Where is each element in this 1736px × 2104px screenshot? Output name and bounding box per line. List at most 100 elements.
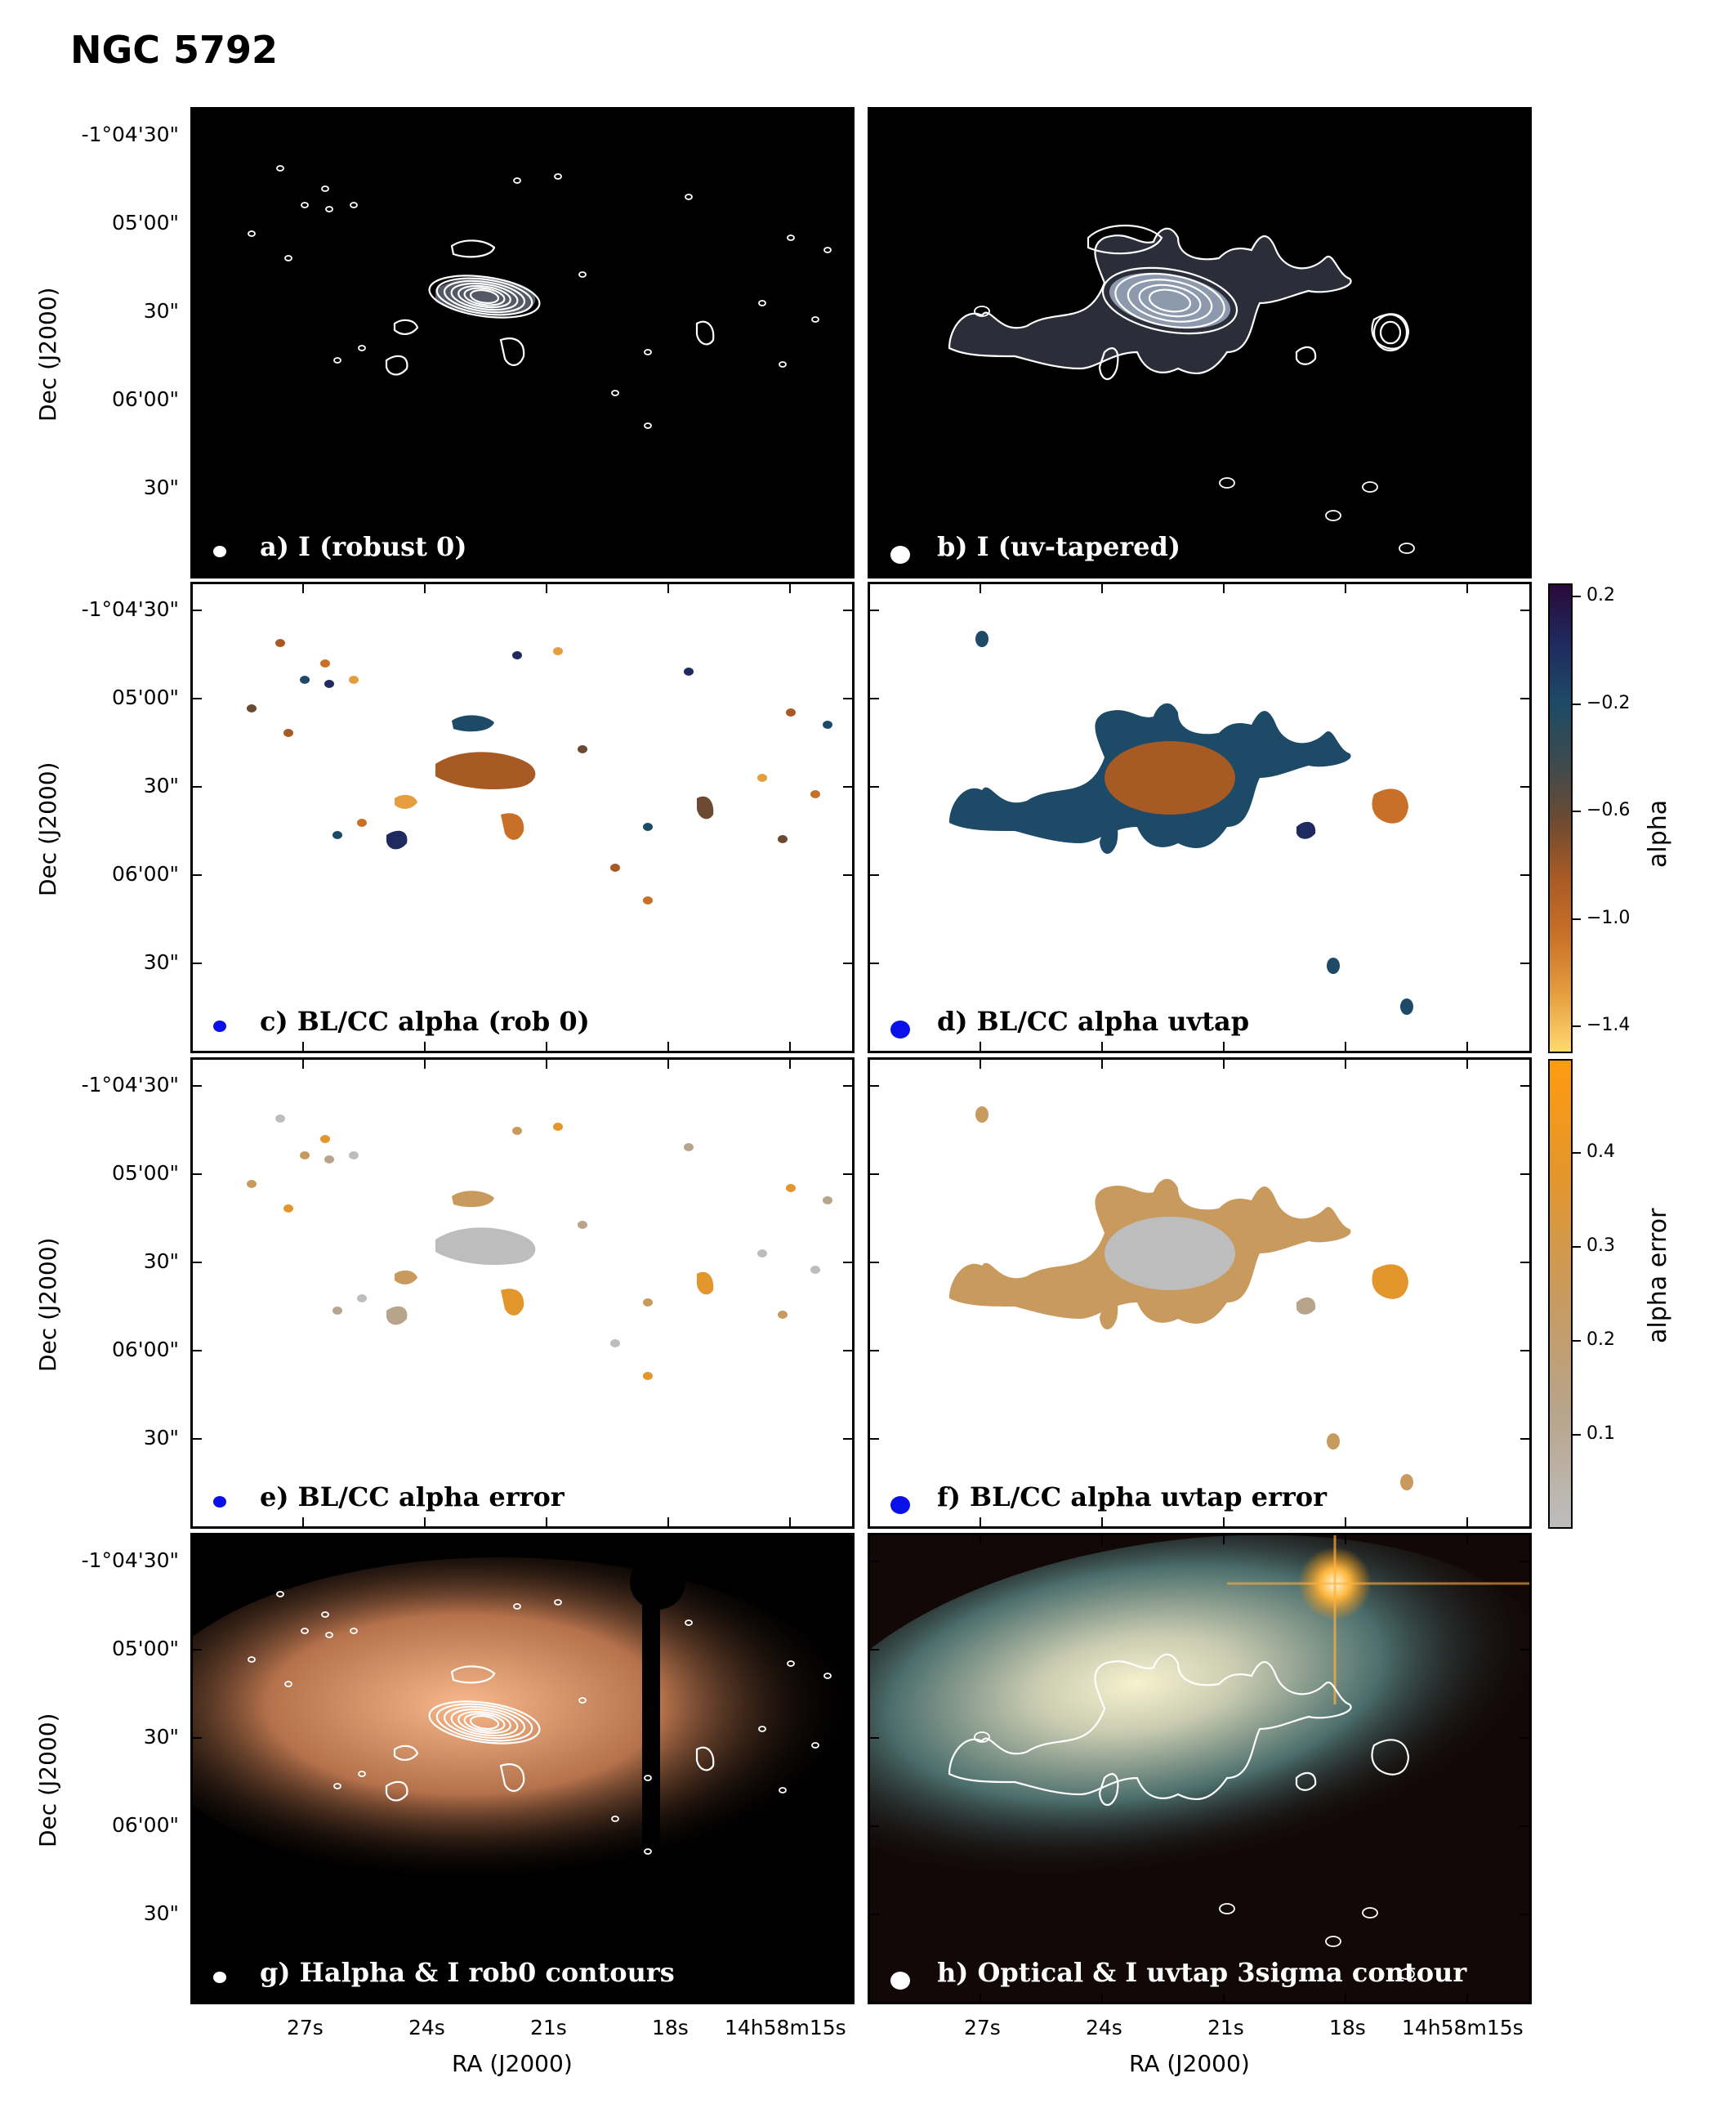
- contour-dot-16: [758, 1726, 766, 1732]
- beam-ellipse: [213, 1972, 226, 1983]
- contour-dot-4: [350, 202, 358, 208]
- contour-blob-1: [499, 1763, 525, 1792]
- contour-dot-20: [811, 316, 819, 323]
- panel-label-c: c) BL/CC alpha (rob 0): [260, 1006, 590, 1037]
- alpha-colorbar: [1548, 583, 1573, 1053]
- panel-f: f) BL/CC alpha uvtap error: [868, 1057, 1532, 1529]
- map-blob-1: [501, 1289, 524, 1316]
- ytick-label: -1°04'30": [81, 1548, 179, 1572]
- contour-core-4: [457, 1710, 511, 1735]
- map-blob-3: [395, 1270, 417, 1284]
- panel-content: [868, 1533, 1532, 2004]
- panel-label-e: e) BL/CC alpha error: [260, 1481, 565, 1512]
- contour-core-1: [435, 277, 533, 316]
- contour-core-2: [443, 1705, 526, 1740]
- contour-core-2: [443, 279, 526, 314]
- contour-tap-right-1: [1379, 320, 1402, 345]
- xtick-label: 18s: [652, 2016, 689, 2039]
- map-blob-4: [697, 796, 714, 820]
- contour-dot-17: [779, 1787, 787, 1794]
- panel-h: h) Optical & I uvtap 3sigma contour: [868, 1533, 1532, 2004]
- ytick-label: 30": [143, 774, 179, 797]
- map-speck-11: [578, 745, 587, 753]
- contour-core-6: [469, 289, 500, 304]
- map-speck-18: [786, 708, 796, 717]
- map-tap-blob-0: [1100, 1298, 1118, 1329]
- contour-core-3: [450, 1708, 519, 1737]
- masked-star: [630, 1554, 685, 1610]
- xtick-label: 24s: [408, 2016, 445, 2039]
- map-core: [435, 752, 536, 790]
- alpha-error-colorbar-tick-label: 0.1: [1586, 1423, 1615, 1444]
- ytick-label: 30": [143, 1901, 179, 1925]
- panel-h-image: [868, 1533, 1532, 2004]
- panel-content: [190, 1533, 855, 2004]
- map-speck-0: [275, 639, 285, 647]
- contour-blob-4: [695, 320, 715, 346]
- panel-e-image: [190, 1057, 855, 1529]
- contour-blob-0: [450, 1665, 496, 1684]
- halpha-disk: [190, 1557, 855, 1884]
- beam-ellipse: [213, 1496, 226, 1508]
- ytick-label: 30": [143, 1249, 179, 1273]
- contour-core-0: [428, 275, 541, 319]
- contour-tap-outer: [948, 227, 1352, 375]
- contour-tap-dot-1: [1325, 1936, 1341, 1947]
- map-tap-core: [1105, 741, 1235, 815]
- map-speck-10: [553, 647, 563, 655]
- contour-blob-1: [499, 337, 525, 366]
- ytick-label: 30": [143, 1426, 179, 1450]
- contour-blob-0: [450, 239, 496, 258]
- panel-a: a) I (robust 0): [190, 107, 855, 578]
- contour-tap-outer: [948, 1653, 1352, 1801]
- contour-core-1: [435, 1703, 533, 1742]
- beam-ellipse: [213, 546, 226, 557]
- map-speck-18: [786, 1184, 796, 1192]
- map-speck-2: [320, 659, 330, 668]
- contour-dot-13: [644, 1775, 652, 1781]
- map-blob-3: [395, 794, 417, 809]
- alpha-colorbar-tick-mark: [1573, 811, 1581, 813]
- alpha-error-colorbar-tick-mark: [1573, 1434, 1581, 1436]
- map-speck-13: [643, 823, 653, 831]
- beam-ellipse: [890, 1496, 910, 1514]
- contour-dot-6: [284, 255, 292, 261]
- map-speck-17: [778, 1311, 788, 1319]
- contour-core-0: [428, 1700, 541, 1744]
- panel-background: [190, 582, 855, 1053]
- alpha-error-colorbar-tick-mark: [1573, 1246, 1581, 1248]
- panel-d-image: [868, 582, 1532, 1053]
- map-speck-4: [349, 1151, 359, 1159]
- xtick-label: 24s: [1086, 2016, 1122, 2039]
- contour-tap-dot-0: [974, 306, 990, 317]
- map-tap-blob-1: [1372, 788, 1408, 824]
- contour-tap-dot-4: [1362, 1907, 1378, 1919]
- panel-content: [868, 1057, 1532, 1529]
- map-speck-14: [643, 896, 653, 905]
- map-speck-1: [300, 676, 310, 684]
- map-speck-2: [320, 1135, 330, 1143]
- beam-ellipse: [890, 1972, 910, 1990]
- map-speck-14: [643, 1372, 653, 1380]
- alpha-colorbar-tick-mark: [1573, 1025, 1581, 1028]
- panel-content: [868, 107, 1532, 578]
- contour-tap-core-3: [1138, 284, 1202, 318]
- contour-dot-19: [823, 1673, 832, 1679]
- panel-d: d) BL/CC alpha uvtap: [868, 582, 1532, 1053]
- alpha-error-colorbar-tick-mark: [1573, 1152, 1581, 1154]
- alpha-error-colorbar-tick-mark: [1573, 1340, 1581, 1342]
- alpha-error-colorbar: [1548, 1059, 1573, 1529]
- xtick-label: 14h58m15s: [725, 2016, 846, 2039]
- map-speck-16: [757, 774, 767, 782]
- contour-dot-18: [787, 1660, 795, 1667]
- contour-core-5: [463, 1713, 506, 1732]
- map-speck-0: [275, 1115, 285, 1123]
- map-blob-0: [452, 1190, 494, 1208]
- map-speck-16: [757, 1249, 767, 1257]
- map-speck-9: [512, 1127, 522, 1135]
- map-speck-5: [247, 1180, 257, 1188]
- contour-dot-8: [358, 345, 366, 351]
- core-emission: [1109, 272, 1231, 329]
- map-speck-15: [684, 1143, 694, 1151]
- map-speck-19: [823, 1196, 832, 1204]
